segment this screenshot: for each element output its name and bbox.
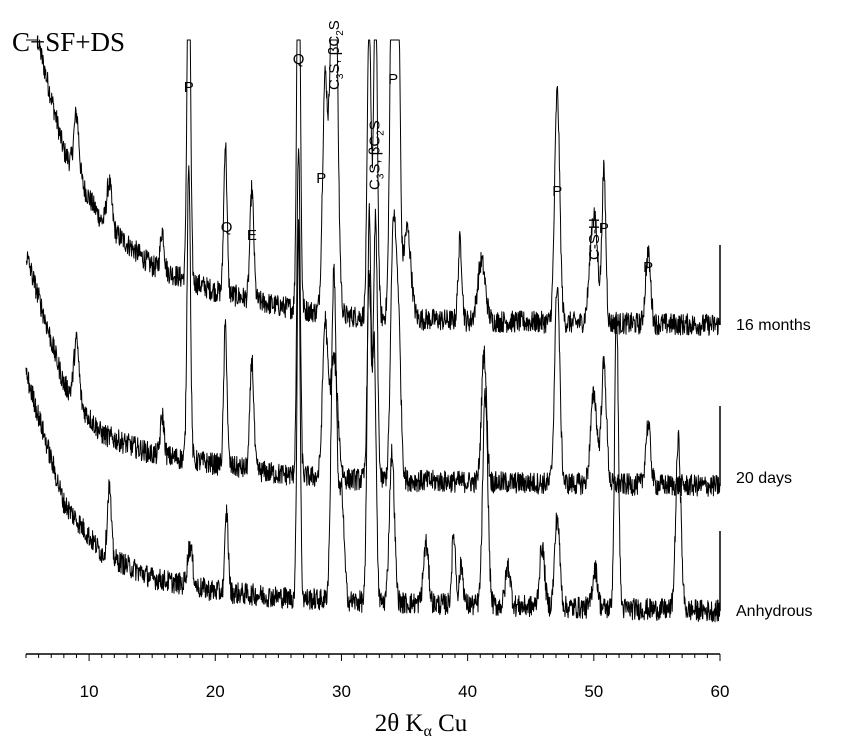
peak-label: Q: [221, 219, 233, 236]
x-tick-label: 40: [458, 682, 477, 701]
series-label: 16 months: [736, 317, 811, 334]
peak-label: P: [552, 183, 562, 200]
series-line-16-months: [25, 39, 721, 336]
rotated-peak-label: C3S, βC2S: [326, 20, 346, 90]
x-tick-label: 60: [711, 682, 730, 701]
rotated-peak-label: C3S, βC2S: [366, 120, 386, 190]
chart-title: C+SF+DS: [12, 27, 125, 57]
rotated-peak-label: C-S-H: [586, 218, 603, 260]
x-axis-label-sub: α: [423, 723, 432, 740]
series-line-20-days: [25, 148, 721, 497]
series-line-anhydrous: [25, 203, 721, 623]
peak-label: Q: [293, 51, 305, 68]
peak-label: P: [388, 71, 398, 88]
plot-traces: [25, 39, 721, 623]
x-axis: 10 20 30 40 50 60: [25, 653, 730, 701]
series-label: 20 days: [736, 470, 792, 487]
x-tick-label: 10: [80, 682, 99, 701]
series-label: Anhydrous: [736, 603, 813, 620]
x-axis-label-main: 2θ K: [375, 710, 424, 737]
x-axis-label-tail: Cu: [432, 710, 468, 737]
series-labels: 16 months 20 days Anhydrous: [736, 317, 813, 620]
x-tick-label: 20: [206, 682, 225, 701]
x-axis-label: 2θ Kα Cu: [375, 710, 468, 740]
peak-label: P: [316, 170, 326, 187]
peak-label: P: [184, 79, 194, 96]
x-tick-label: 30: [332, 682, 351, 701]
peak-label: E: [247, 227, 257, 244]
x-tick-label: 50: [584, 682, 603, 701]
peak-label: P: [599, 220, 609, 237]
peak-label: P: [643, 259, 653, 276]
